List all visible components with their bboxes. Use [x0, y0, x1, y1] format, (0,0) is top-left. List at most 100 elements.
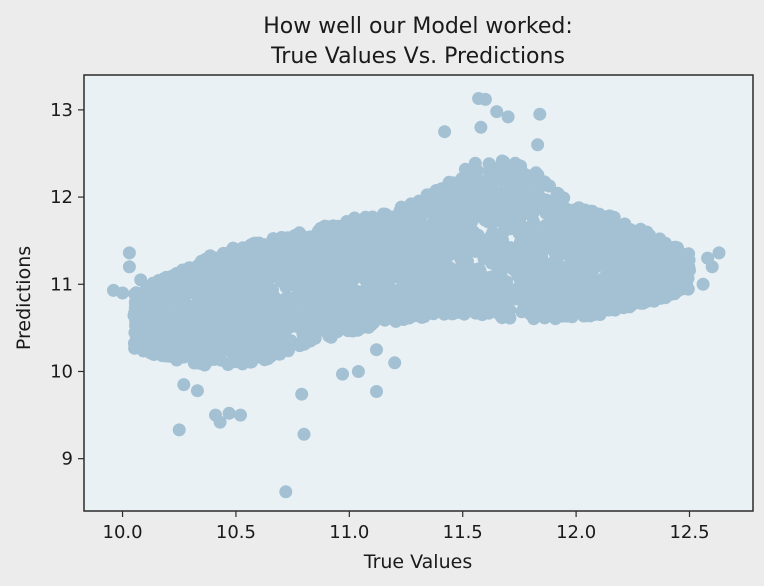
scatter-point	[576, 295, 590, 309]
scatter-point	[477, 281, 491, 295]
scatter-point	[437, 213, 451, 227]
scatter-point	[559, 216, 573, 230]
scatter-point	[517, 200, 530, 213]
scatter-point	[562, 248, 576, 262]
scatter-point	[565, 310, 579, 324]
scatter-point	[249, 289, 263, 303]
scatter-point	[485, 248, 499, 262]
scatter-point	[634, 292, 648, 306]
scatter-point	[498, 309, 512, 323]
y-tick-label: 9	[62, 449, 73, 470]
scatter-point	[484, 230, 497, 244]
scatter-point	[494, 282, 508, 296]
scatter-point	[344, 218, 358, 232]
scatter-point	[449, 180, 463, 193]
scatter-point	[228, 263, 242, 277]
scatter-point	[153, 333, 167, 347]
scatter-point	[286, 291, 300, 305]
scatter-point	[617, 298, 631, 312]
scatter-point	[374, 301, 388, 315]
scatter-point	[302, 294, 316, 308]
scatter-point	[130, 301, 144, 315]
plot-frame	[83, 74, 754, 512]
scatter-point-outlier	[122, 260, 136, 274]
scatter-point	[412, 241, 426, 255]
scatter-point	[468, 170, 482, 184]
scatter-point	[209, 267, 223, 280]
scatter-point	[474, 237, 488, 250]
scatter-point	[568, 203, 582, 217]
scatter-point	[240, 268, 254, 282]
scatter-point	[195, 328, 209, 341]
scatter-point	[304, 281, 318, 295]
scatter-point	[515, 305, 529, 319]
scatter-point	[191, 305, 205, 319]
scatter-point-outlier	[671, 247, 685, 261]
scatter-point	[443, 304, 457, 318]
scatter-point	[573, 261, 587, 275]
scatter-point	[337, 302, 351, 316]
scatter-point-outlier	[474, 120, 488, 134]
scatter-point	[220, 320, 234, 334]
scatter-point-outlier	[712, 246, 726, 260]
chart-title-line-1: How well our Model worked:	[263, 14, 573, 39]
scatter-point-outlier	[172, 423, 186, 437]
scatter-point	[274, 331, 288, 345]
scatter-point-outlier	[533, 107, 547, 121]
scatter-point	[520, 226, 534, 240]
x-tick-label: 11.0	[329, 522, 369, 543]
scatter-point	[536, 239, 550, 253]
scatter-point	[534, 202, 548, 215]
scatter-point	[648, 256, 662, 270]
y-tick-label: 11	[50, 274, 73, 295]
scatter-point	[377, 207, 390, 221]
scatter-point-outlier	[531, 138, 545, 152]
scatter-point	[551, 304, 565, 318]
scatter-point	[609, 269, 623, 283]
scatter-point	[378, 231, 392, 245]
scatter-point	[347, 318, 361, 332]
scatter-point	[466, 293, 480, 307]
scatter-point	[229, 285, 243, 299]
scatter-point	[590, 235, 604, 249]
scatter-point	[286, 310, 300, 324]
scatter-point	[226, 241, 240, 255]
scatter-point	[169, 289, 183, 303]
y-axis: 9 10 11 12 13	[50, 100, 84, 470]
scatter-point-outlier	[696, 277, 710, 291]
scatter-point	[227, 336, 241, 350]
scatter-point	[425, 272, 439, 286]
scatter-point	[258, 337, 272, 351]
scatter-point	[395, 210, 409, 223]
scatter-point	[454, 203, 468, 217]
scatter-point	[259, 281, 273, 295]
scatter-point	[133, 334, 146, 348]
scatter-point	[212, 252, 225, 266]
scatter-point	[332, 225, 346, 238]
x-tick-label: 12.5	[669, 522, 709, 543]
scatter-point-outlier	[279, 485, 293, 499]
scatter-point	[260, 322, 273, 336]
scatter-point	[332, 315, 346, 329]
scatter-point	[542, 219, 556, 233]
scatter-point	[321, 247, 335, 261]
scatter-point-outlier	[177, 378, 191, 392]
scatter-point	[624, 227, 638, 241]
scatter-point	[635, 229, 649, 243]
scatter-point	[422, 282, 436, 296]
scatter-point	[484, 188, 498, 202]
scatter-point	[359, 249, 373, 263]
scatter-point	[146, 323, 160, 337]
scatter-point	[587, 253, 601, 267]
scatter-point	[334, 259, 348, 273]
scatter-point-outlier	[351, 365, 365, 378]
scatter-point-outlier	[213, 415, 227, 429]
scatter-point	[359, 312, 373, 326]
scatter-point	[671, 259, 685, 273]
scatter-point	[356, 266, 370, 280]
scatter-point	[530, 303, 544, 317]
scatter-point	[403, 260, 417, 274]
scatter-point	[509, 169, 523, 182]
scatter-point	[382, 292, 396, 306]
